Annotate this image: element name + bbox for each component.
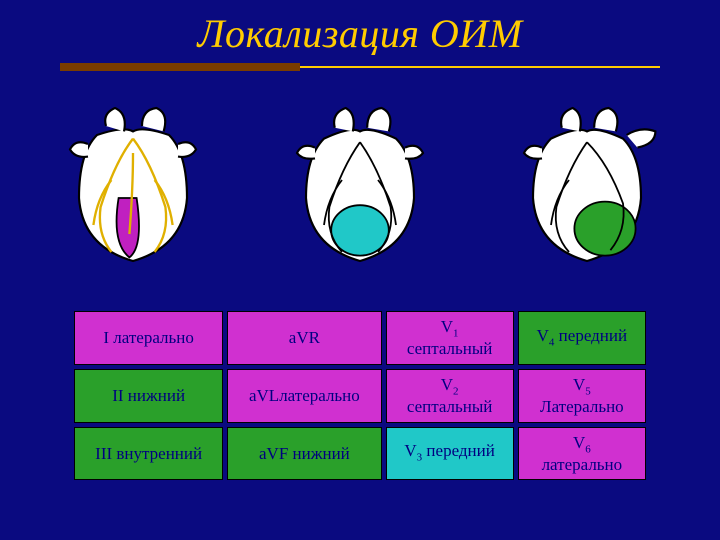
- table-row: II нижний aVLлатерально V2септальный V5Л…: [74, 369, 646, 423]
- cell-V3: V3 передний: [386, 427, 514, 481]
- table-row: I латерально aVR V1септальный V4 передни…: [74, 311, 646, 365]
- leads-table: I латерально aVR V1септальный V4 передни…: [70, 307, 650, 484]
- cell-V2: V2септальный: [386, 369, 514, 423]
- table-row: III внутренний aVF нижний V3 передний V6…: [74, 427, 646, 481]
- cell-aVL: aVLлатерально: [227, 369, 381, 423]
- cell-V5: V5Латерально: [518, 369, 646, 423]
- heart-row: [0, 79, 720, 299]
- cell-V1: V1септальный: [386, 311, 514, 365]
- cell-V4: V4 передний: [518, 311, 646, 365]
- heart-2-svg: [270, 99, 450, 279]
- title-bar-right: [300, 66, 660, 68]
- leads-table-wrap: I латерально aVR V1септальный V4 передни…: [0, 299, 720, 484]
- cell-I: I латерально: [74, 311, 223, 365]
- heart-2: [247, 99, 474, 279]
- cell-aVR: aVR: [227, 311, 381, 365]
- title-bar-left: [60, 63, 300, 71]
- heart-1-svg: [43, 99, 223, 279]
- heart-1: [20, 99, 247, 279]
- slide-title: Локализация ОИМ: [0, 0, 720, 63]
- cell-aVF: aVF нижний: [227, 427, 381, 481]
- cell-V6: V6латерально: [518, 427, 646, 481]
- slide: Локализация ОИМ: [0, 0, 720, 540]
- heart-3-svg: [497, 99, 677, 279]
- cell-II: II нижний: [74, 369, 223, 423]
- title-bar: [60, 63, 660, 71]
- cell-III: III внутренний: [74, 427, 223, 481]
- heart-3: [473, 99, 700, 279]
